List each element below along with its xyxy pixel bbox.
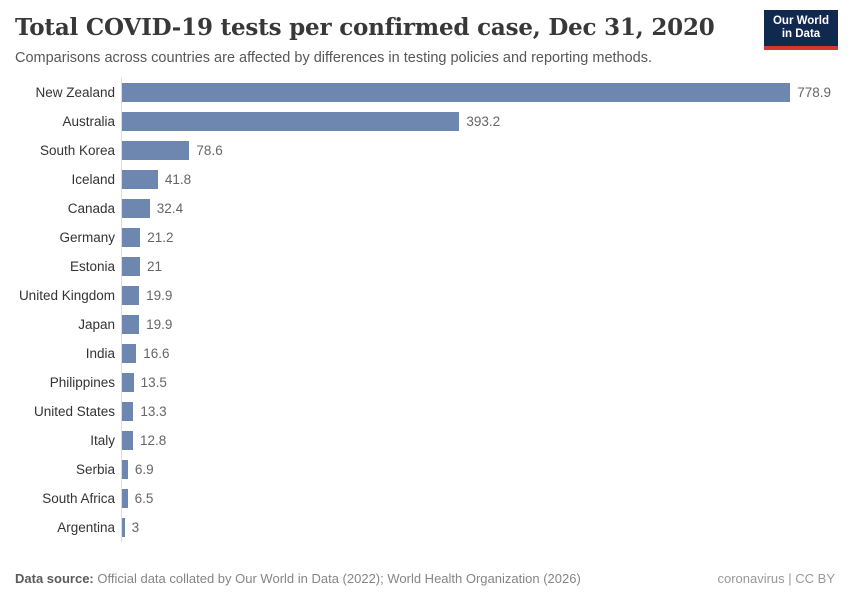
bar[interactable] xyxy=(122,489,128,508)
value-label: 778.9 xyxy=(797,85,832,100)
bar-track: 41.8 xyxy=(121,165,797,194)
country-label: Japan xyxy=(78,317,115,332)
bar-track: 13.5 xyxy=(121,368,797,397)
value-label: 3 xyxy=(131,520,140,535)
bar[interactable] xyxy=(122,402,134,421)
bar[interactable] xyxy=(122,315,140,334)
value-label: 12.8 xyxy=(139,433,167,448)
bar-row: India 16.6 xyxy=(15,339,850,368)
bar-track: 21 xyxy=(121,252,797,281)
bar-track: 6.5 xyxy=(121,484,797,513)
value-label: 13.5 xyxy=(140,375,167,390)
chart-title: Total COVID-19 tests per confirmed case,… xyxy=(15,14,715,41)
value-label: 21 xyxy=(147,259,163,274)
bar-row: Iceland 41.8 xyxy=(15,165,850,194)
value-label: 78.6 xyxy=(196,143,223,158)
bar[interactable] xyxy=(122,460,128,479)
bar-row: United States 13.3 xyxy=(15,397,850,426)
data-source: Data source: Official data collated by O… xyxy=(15,571,581,586)
bar-row: Japan 19.9 xyxy=(15,310,850,339)
bar[interactable] xyxy=(122,518,125,537)
bar-chart: New Zealand 778.9 Australia 393.2 South Kore… xyxy=(0,78,850,542)
bar-row: South Africa 6.5 xyxy=(15,484,850,513)
country-label: Italy xyxy=(90,433,115,448)
chart-subtitle: Comparisons across countries are affecte… xyxy=(15,50,653,66)
value-label: 41.8 xyxy=(164,172,192,187)
value-label: 6.5 xyxy=(134,491,154,506)
bar-row: United Kingdom 19.9 xyxy=(15,281,850,310)
value-label: 19.9 xyxy=(146,288,173,303)
bar-track: 19.9 xyxy=(121,310,797,339)
bar-track: 393.2 xyxy=(121,107,797,136)
bar-track: 19.9 xyxy=(121,281,797,310)
country-label: Philippines xyxy=(49,375,115,390)
value-label: 19.9 xyxy=(146,317,173,332)
country-label: Serbia xyxy=(75,462,115,477)
value-label: 16.6 xyxy=(143,346,170,361)
bar-track: 16.6 xyxy=(121,339,797,368)
bar-row: Canada 32.4 xyxy=(15,194,850,223)
bar-row: South Korea 78.6 xyxy=(15,136,850,165)
data-source-text: Official data collated by Our World in D… xyxy=(93,571,581,586)
bar-row: Philippines 13.5 xyxy=(15,368,850,397)
bar[interactable] xyxy=(122,431,133,450)
bar[interactable] xyxy=(122,199,150,218)
bar[interactable] xyxy=(122,286,140,305)
value-label: 13.3 xyxy=(140,404,167,419)
bar[interactable] xyxy=(122,257,141,276)
chart-footer: Data source: Official data collated by O… xyxy=(15,571,835,586)
bar-row: Serbia 6.9 xyxy=(15,455,850,484)
bar[interactable] xyxy=(122,141,190,160)
bar-track: 3 xyxy=(121,513,797,542)
bar[interactable] xyxy=(122,170,158,189)
country-label: India xyxy=(85,346,115,361)
owid-logo-line1: Our World xyxy=(772,14,829,27)
bar-row: Germany 21.2 xyxy=(15,223,850,252)
value-label: 21.2 xyxy=(147,230,174,245)
bar-row: Australia 393.2 xyxy=(15,107,850,136)
data-source-label: Data source: xyxy=(15,571,94,586)
bar-rows: New Zealand 778.9 Australia 393.2 South Kore… xyxy=(15,78,850,542)
bar-row: Argentina 3 xyxy=(15,513,850,542)
bar-track: 778.9 xyxy=(121,78,831,107)
chart-header: Total COVID-19 tests per confirmed case,… xyxy=(0,0,850,66)
bar[interactable] xyxy=(122,83,791,102)
country-label: Iceland xyxy=(71,172,115,187)
bar-track: 78.6 xyxy=(121,136,797,165)
owid-logo: Our World in Data xyxy=(764,10,838,50)
country-label: United Kingdom xyxy=(18,288,115,303)
country-label: Germany xyxy=(59,230,115,245)
country-label: South Korea xyxy=(39,143,115,158)
bar-row: New Zealand 778.9 xyxy=(15,78,850,107)
value-label: 6.9 xyxy=(134,462,154,477)
bar-row: Italy 12.8 xyxy=(15,426,850,455)
bar-track: 12.8 xyxy=(121,426,797,455)
bar-track: 13.3 xyxy=(121,397,797,426)
country-label: Canada xyxy=(67,201,115,216)
owid-logo-line2: in Data xyxy=(781,28,821,40)
bar[interactable] xyxy=(122,228,141,247)
country-label: Argentina xyxy=(57,520,115,535)
country-label: South Africa xyxy=(42,491,115,506)
bar-track: 32.4 xyxy=(121,194,797,223)
bar-row: Estonia 21 xyxy=(15,252,850,281)
country-label: United States xyxy=(33,404,115,419)
country-label: New Zealand xyxy=(35,85,115,100)
license-text[interactable]: coronavirus | CC BY xyxy=(717,571,835,586)
bar-track: 6.9 xyxy=(121,455,797,484)
bar[interactable] xyxy=(122,112,460,131)
value-label: 393.2 xyxy=(466,114,501,129)
country-label: Australia xyxy=(62,114,115,129)
bar[interactable] xyxy=(122,344,137,363)
bar[interactable] xyxy=(122,373,134,392)
country-label: Estonia xyxy=(69,259,115,274)
bar-track: 21.2 xyxy=(121,223,797,252)
value-label: 32.4 xyxy=(156,201,184,216)
